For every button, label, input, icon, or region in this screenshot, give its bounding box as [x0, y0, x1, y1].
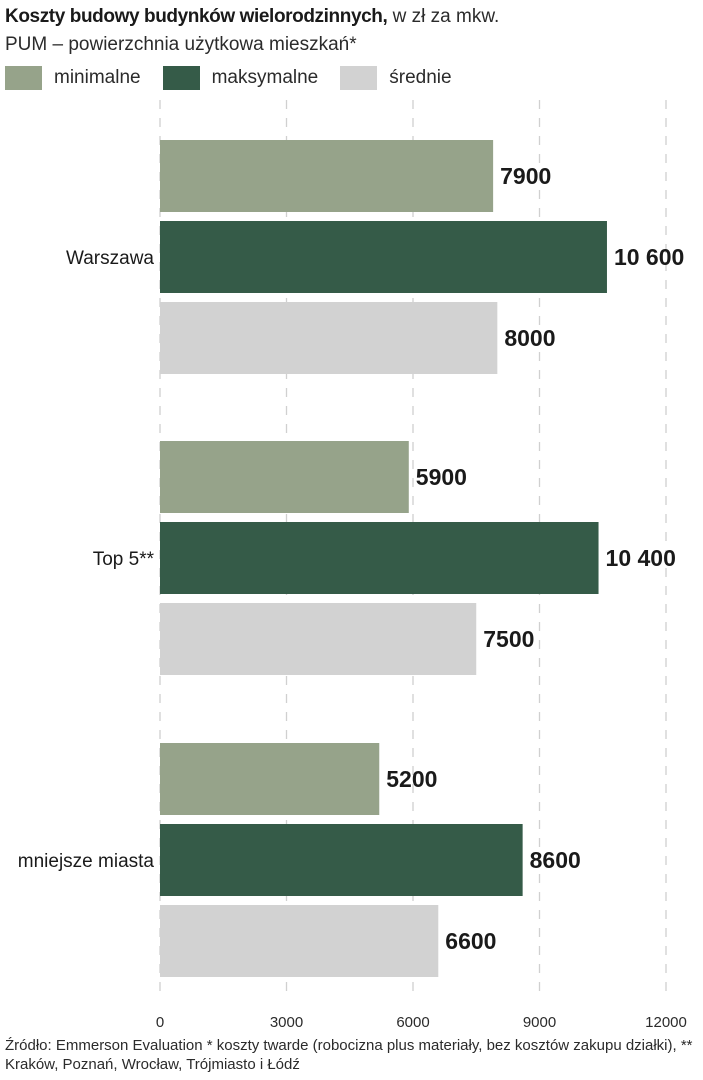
category-labels: Warszawa Top 5** mniejsze miasta: [18, 248, 155, 872]
value-labels: 7900 10 600 8000 5900 10 400 7500 5200 8600 6600: [386, 163, 684, 954]
x-tick-label-9000: 9000: [523, 1014, 556, 1031]
bar-mniejsze-miasta-rednie: [160, 905, 439, 977]
legend-swatch-minimalne: [5, 66, 42, 90]
value-label-top-5-minimalne: 5900: [416, 464, 467, 490]
legend-item-srednie: średnie: [340, 66, 452, 90]
bar-chart: 7900 10 600 8000 5900 10 400 7500 5200 8600 6600…: [18, 100, 687, 1031]
value-label-mniejsze-miasta-rednie: 6600: [445, 928, 496, 954]
value-label-top-5-maksymalne: 10 400: [606, 545, 676, 571]
x-tick-label-3000: 3000: [270, 1014, 303, 1031]
x-axis-ticks: 0 3000 6000 9000 12000: [156, 1014, 687, 1031]
category-label-top-5: Top 5**: [93, 549, 155, 570]
value-label-top-5-rednie: 7500: [483, 626, 534, 652]
x-tick-label-0: 0: [156, 1014, 164, 1031]
category-label-warszawa: Warszawa: [66, 248, 154, 269]
chart-subtitle: PUM – powierzchnia użytkowa mieszkań*: [5, 34, 357, 55]
bar-top-5-minimalne: [160, 441, 409, 513]
x-tick-label-12000: 12000: [645, 1014, 687, 1031]
legend-label-srednie: średnie: [389, 67, 452, 88]
bar-warszawa-minimalne: [160, 140, 494, 212]
legend-item-minimalne: minimalne: [5, 66, 141, 90]
chart-title: Koszty budowy budynków wielorodzinnych, …: [5, 4, 499, 30]
value-label-mniejsze-miasta-minimalne: 5200: [386, 766, 437, 792]
bar-top-5-rednie: [160, 603, 477, 675]
x-tick-label-6000: 6000: [396, 1014, 429, 1031]
bars: [160, 140, 607, 977]
chart-title-unit: w zł za mkw.: [387, 6, 500, 27]
bar-mniejsze-miasta-minimalne: [160, 743, 380, 815]
bar-warszawa-maksymalne: [160, 221, 607, 293]
legend-label-maksymalne: maksymalne: [211, 67, 319, 88]
bar-warszawa-rednie: [160, 302, 498, 374]
source-note: Źródło: Emmerson Evaluation * koszty twa…: [5, 1037, 693, 1073]
value-label-warszawa-minimalne: 7900: [500, 163, 551, 189]
bar-top-5-maksymalne: [160, 522, 599, 594]
value-label-warszawa-maksymalne: 10 600: [614, 244, 684, 270]
legend: minimalne maksymalne średnie: [5, 64, 474, 92]
legend-label-minimalne: minimalne: [54, 67, 141, 88]
value-label-warszawa-rednie: 8000: [504, 325, 555, 351]
category-label-mniejsze-miasta: mniejsze miasta: [18, 851, 155, 872]
chart-title-bold: Koszty budowy budynków wielorodzinnych,: [5, 6, 388, 27]
value-label-mniejsze-miasta-maksymalne: 8600: [530, 847, 581, 873]
legend-item-maksymalne: maksymalne: [162, 66, 319, 90]
legend-swatch-srednie: [340, 66, 378, 90]
legend-swatch-maksymalne: [162, 66, 200, 90]
bar-mniejsze-miasta-maksymalne: [160, 824, 523, 896]
